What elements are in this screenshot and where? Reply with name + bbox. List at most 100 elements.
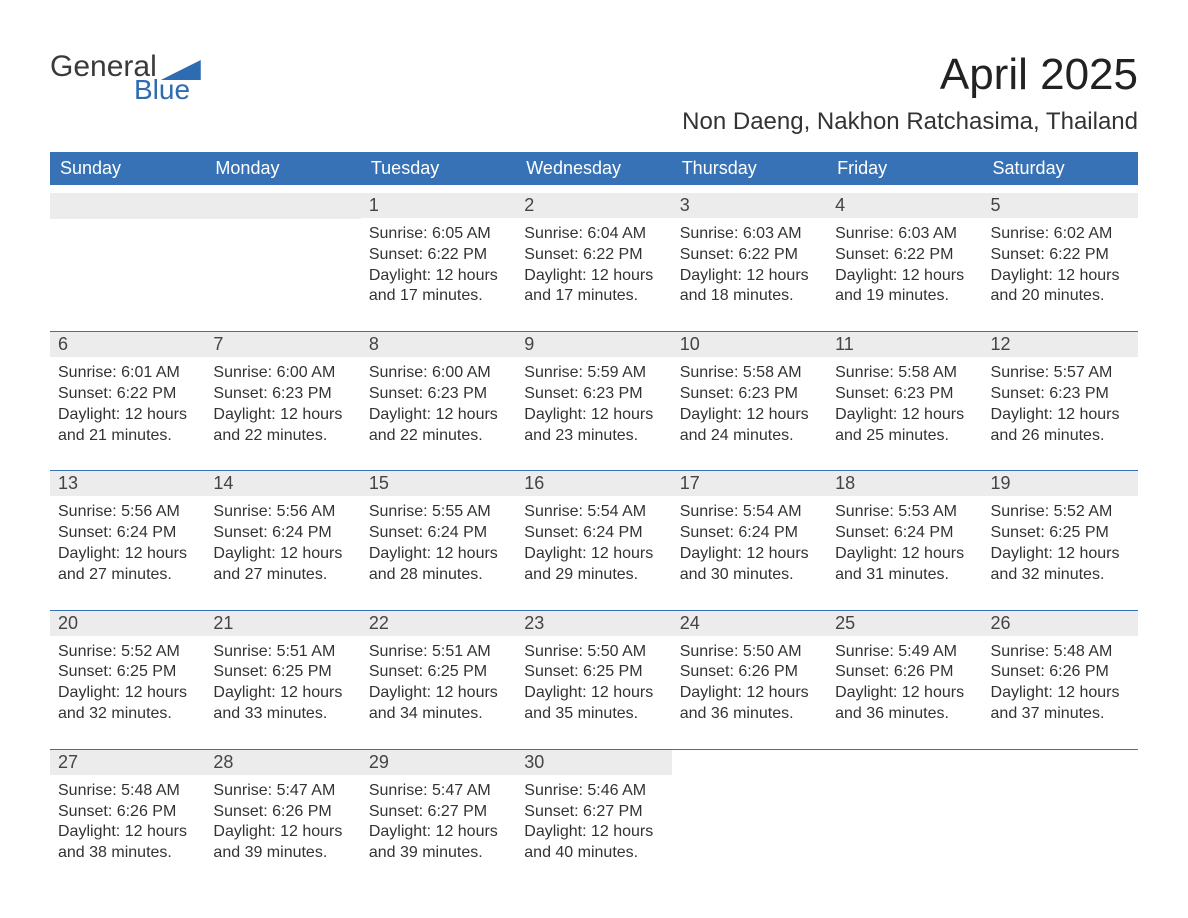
day-sunset: Sunset: 6:24 PM bbox=[369, 523, 508, 544]
day-number: 20 bbox=[50, 611, 205, 636]
day-day2: and 20 minutes. bbox=[991, 286, 1130, 307]
day-sunrise: Sunrise: 5:55 AM bbox=[369, 502, 508, 523]
day-day2: and 37 minutes. bbox=[991, 704, 1130, 725]
day-sunrise: Sunrise: 6:03 AM bbox=[835, 224, 974, 245]
day-sunrise: Sunrise: 6:00 AM bbox=[213, 363, 352, 384]
day-day1: Daylight: 12 hours bbox=[58, 822, 197, 843]
day-day1: Daylight: 12 hours bbox=[524, 405, 663, 426]
day-sunset: Sunset: 6:27 PM bbox=[524, 802, 663, 823]
day-details: Sunrise: 5:54 AMSunset: 6:24 PMDaylight:… bbox=[516, 496, 671, 601]
day-day1: Daylight: 12 hours bbox=[835, 266, 974, 287]
day-sunrise: Sunrise: 5:54 AM bbox=[680, 502, 819, 523]
calendar-header-cell: Tuesday bbox=[361, 152, 516, 185]
day-sunrise: Sunrise: 6:05 AM bbox=[369, 224, 508, 245]
day-sunset: Sunset: 6:24 PM bbox=[213, 523, 352, 544]
day-details: Sunrise: 5:54 AMSunset: 6:24 PMDaylight:… bbox=[672, 496, 827, 601]
day-details: Sunrise: 5:52 AMSunset: 6:25 PMDaylight:… bbox=[50, 636, 205, 741]
day-number: 3 bbox=[672, 193, 827, 218]
day-number: 5 bbox=[983, 193, 1138, 218]
day-sunrise: Sunrise: 6:03 AM bbox=[680, 224, 819, 245]
day-sunset: Sunset: 6:23 PM bbox=[680, 384, 819, 405]
day-day1: Daylight: 12 hours bbox=[991, 405, 1130, 426]
day-sunrise: Sunrise: 6:00 AM bbox=[369, 363, 508, 384]
day-day2: and 30 minutes. bbox=[680, 565, 819, 586]
day-sunrise: Sunrise: 5:56 AM bbox=[58, 502, 197, 523]
day-sunset: Sunset: 6:23 PM bbox=[213, 384, 352, 405]
day-day2: and 32 minutes. bbox=[58, 704, 197, 725]
calendar-day: 9Sunrise: 5:59 AMSunset: 6:23 PMDaylight… bbox=[516, 332, 671, 462]
calendar-day: 7Sunrise: 6:00 AMSunset: 6:23 PMDaylight… bbox=[205, 332, 360, 462]
day-number: 28 bbox=[205, 750, 360, 775]
day-sunrise: Sunrise: 5:53 AM bbox=[835, 502, 974, 523]
day-sunset: Sunset: 6:25 PM bbox=[213, 662, 352, 683]
day-sunset: Sunset: 6:22 PM bbox=[369, 245, 508, 266]
calendar-day-empty bbox=[672, 750, 827, 880]
title-block: April 2025 Non Daeng, Nakhon Ratchasima,… bbox=[682, 50, 1138, 136]
day-details: Sunrise: 5:55 AMSunset: 6:24 PMDaylight:… bbox=[361, 496, 516, 601]
day-number: 29 bbox=[361, 750, 516, 775]
calendar-day: 1Sunrise: 6:05 AMSunset: 6:22 PMDaylight… bbox=[361, 193, 516, 323]
day-day2: and 23 minutes. bbox=[524, 426, 663, 447]
day-details: Sunrise: 5:59 AMSunset: 6:23 PMDaylight:… bbox=[516, 357, 671, 462]
day-day2: and 36 minutes. bbox=[835, 704, 974, 725]
day-number: 2 bbox=[516, 193, 671, 218]
day-sunrise: Sunrise: 5:58 AM bbox=[835, 363, 974, 384]
day-day1: Daylight: 12 hours bbox=[835, 683, 974, 704]
day-number: 8 bbox=[361, 332, 516, 357]
day-sunrise: Sunrise: 5:51 AM bbox=[369, 642, 508, 663]
location-subtitle: Non Daeng, Nakhon Ratchasima, Thailand bbox=[682, 108, 1138, 136]
calendar-day: 2Sunrise: 6:04 AMSunset: 6:22 PMDaylight… bbox=[516, 193, 671, 323]
calendar-day: 25Sunrise: 5:49 AMSunset: 6:26 PMDayligh… bbox=[827, 611, 982, 741]
calendar-day: 21Sunrise: 5:51 AMSunset: 6:25 PMDayligh… bbox=[205, 611, 360, 741]
calendar-week: 1Sunrise: 6:05 AMSunset: 6:22 PMDaylight… bbox=[50, 193, 1138, 323]
day-day2: and 36 minutes. bbox=[680, 704, 819, 725]
day-number: 24 bbox=[672, 611, 827, 636]
day-day1: Daylight: 12 hours bbox=[369, 683, 508, 704]
day-number: 15 bbox=[361, 471, 516, 496]
day-day2: and 25 minutes. bbox=[835, 426, 974, 447]
day-details: Sunrise: 5:48 AMSunset: 6:26 PMDaylight:… bbox=[50, 775, 205, 880]
day-number: 25 bbox=[827, 611, 982, 636]
day-sunset: Sunset: 6:26 PM bbox=[680, 662, 819, 683]
calendar-day: 6Sunrise: 6:01 AMSunset: 6:22 PMDaylight… bbox=[50, 332, 205, 462]
day-sunset: Sunset: 6:25 PM bbox=[58, 662, 197, 683]
day-details: Sunrise: 6:04 AMSunset: 6:22 PMDaylight:… bbox=[516, 218, 671, 323]
day-details: Sunrise: 5:47 AMSunset: 6:27 PMDaylight:… bbox=[361, 775, 516, 880]
day-sunset: Sunset: 6:25 PM bbox=[991, 523, 1130, 544]
day-details: Sunrise: 6:00 AMSunset: 6:23 PMDaylight:… bbox=[205, 357, 360, 462]
day-number: 9 bbox=[516, 332, 671, 357]
day-day1: Daylight: 12 hours bbox=[680, 405, 819, 426]
day-number: 4 bbox=[827, 193, 982, 218]
day-sunset: Sunset: 6:23 PM bbox=[835, 384, 974, 405]
day-details: Sunrise: 5:58 AMSunset: 6:23 PMDaylight:… bbox=[827, 357, 982, 462]
day-sunrise: Sunrise: 5:54 AM bbox=[524, 502, 663, 523]
day-day2: and 40 minutes. bbox=[524, 843, 663, 864]
day-day2: and 32 minutes. bbox=[991, 565, 1130, 586]
calendar-day: 26Sunrise: 5:48 AMSunset: 6:26 PMDayligh… bbox=[983, 611, 1138, 741]
day-number bbox=[50, 193, 205, 219]
calendar-day: 4Sunrise: 6:03 AMSunset: 6:22 PMDaylight… bbox=[827, 193, 982, 323]
day-number: 27 bbox=[50, 750, 205, 775]
calendar-day: 17Sunrise: 5:54 AMSunset: 6:24 PMDayligh… bbox=[672, 471, 827, 601]
day-day2: and 39 minutes. bbox=[369, 843, 508, 864]
day-sunset: Sunset: 6:23 PM bbox=[369, 384, 508, 405]
calendar-header-row: SundayMondayTuesdayWednesdayThursdayFrid… bbox=[50, 152, 1138, 185]
day-day2: and 27 minutes. bbox=[58, 565, 197, 586]
day-sunset: Sunset: 6:26 PM bbox=[58, 802, 197, 823]
day-day1: Daylight: 12 hours bbox=[58, 405, 197, 426]
day-sunset: Sunset: 6:27 PM bbox=[369, 802, 508, 823]
day-details: Sunrise: 5:51 AMSunset: 6:25 PMDaylight:… bbox=[205, 636, 360, 741]
day-day2: and 34 minutes. bbox=[369, 704, 508, 725]
day-sunrise: Sunrise: 5:58 AM bbox=[680, 363, 819, 384]
month-title: April 2025 bbox=[682, 50, 1138, 100]
logo: General Blue bbox=[50, 50, 201, 106]
day-sunset: Sunset: 6:22 PM bbox=[991, 245, 1130, 266]
calendar-day: 27Sunrise: 5:48 AMSunset: 6:26 PMDayligh… bbox=[50, 750, 205, 880]
calendar-page: General Blue April 2025 Non Daeng, Nakho… bbox=[0, 0, 1188, 880]
day-day2: and 38 minutes. bbox=[58, 843, 197, 864]
calendar-day: 11Sunrise: 5:58 AMSunset: 6:23 PMDayligh… bbox=[827, 332, 982, 462]
day-details: Sunrise: 6:00 AMSunset: 6:23 PMDaylight:… bbox=[361, 357, 516, 462]
day-details: Sunrise: 5:48 AMSunset: 6:26 PMDaylight:… bbox=[983, 636, 1138, 741]
calendar-body: 1Sunrise: 6:05 AMSunset: 6:22 PMDaylight… bbox=[50, 193, 1138, 880]
day-day1: Daylight: 12 hours bbox=[524, 683, 663, 704]
